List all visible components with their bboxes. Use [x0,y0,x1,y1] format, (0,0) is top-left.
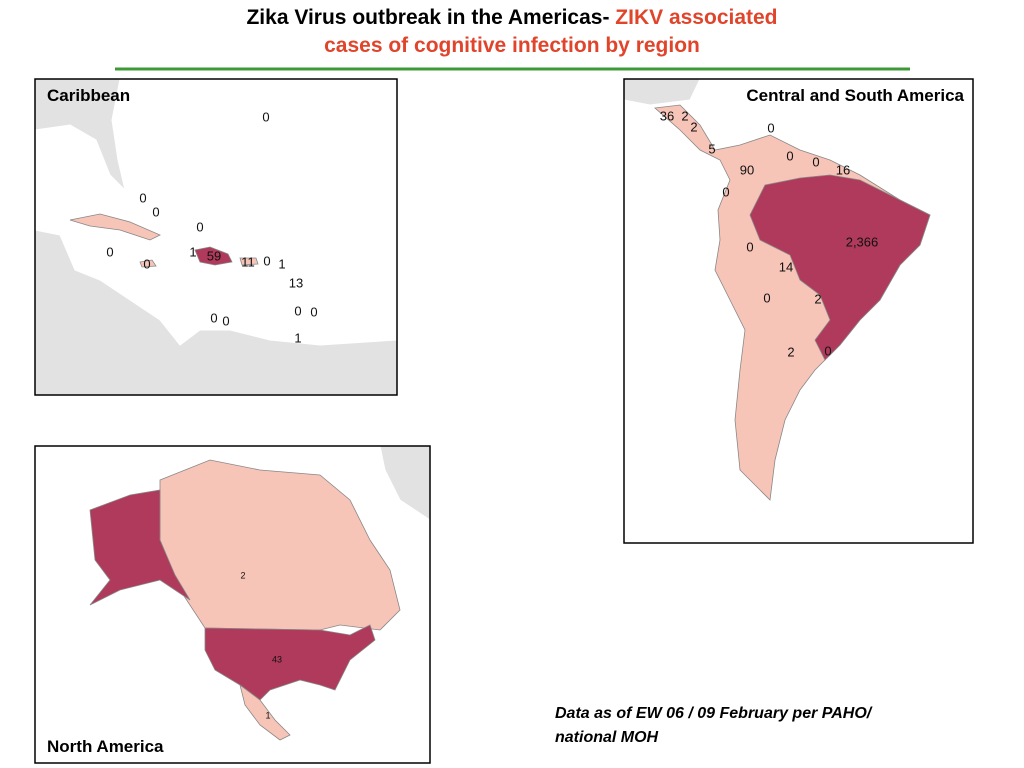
caribbean-frame [34,78,398,396]
footnote: Data as of EW 06 / 09 February per PAHO/ [555,705,873,722]
footnote: national MOH [555,729,659,746]
case-count: 0 [763,290,770,305]
case-count: 0 [767,120,774,135]
case-count: 11 [241,254,255,269]
case-count: 0 [263,253,270,268]
case-count: 0 [824,343,831,358]
case-count: 14 [779,259,793,274]
south-america-frame [623,78,974,544]
case-count: 0 [310,304,317,319]
case-count: 36 [660,108,674,123]
case-count: 0 [746,239,753,254]
case-count: 0 [786,148,793,163]
title: Zika Virus outbreak in the Americas- ZIK… [246,6,777,29]
title-black: Zika Virus outbreak in the Americas- [246,6,615,29]
case-count: 16 [836,162,850,177]
case-count: 0 [106,244,113,259]
case-count: 0 [222,313,229,328]
case-count: 0 [139,190,146,205]
case-count: 0 [294,303,301,318]
case-count: 1 [265,710,270,720]
case-count: 2,366 [846,234,879,249]
case-count: 0 [722,184,729,199]
case-count: 59 [207,248,221,263]
case-count: 0 [262,109,269,124]
case-count: 1 [294,330,301,345]
south-america-map [624,79,973,543]
case-count: 0 [812,154,819,169]
case-count: 2 [681,108,688,123]
panel-title: Central and South America [746,86,964,105]
case-count: 2 [787,344,794,359]
title-red: ZIKV associated [615,6,777,29]
case-count: 0 [143,256,150,271]
north-america-frame [34,445,431,764]
case-count: 1 [278,256,285,271]
case-count: 5 [708,141,715,156]
caribbean-map [35,79,397,395]
case-count: 2 [814,291,821,306]
panel-title: Caribbean [47,86,130,105]
case-count: 90 [740,162,754,177]
panel-title: North America [47,737,164,756]
case-count: 0 [196,219,203,234]
case-count: 1 [189,244,196,259]
case-count: 2 [240,570,245,580]
case-count: 0 [152,204,159,219]
case-count: 0 [210,310,217,325]
title-line2: cases of cognitive infection by region [324,34,700,57]
case-count: 2 [690,119,697,134]
case-count: 43 [272,654,282,664]
north-america-map [35,446,430,763]
case-count: 13 [289,275,303,290]
